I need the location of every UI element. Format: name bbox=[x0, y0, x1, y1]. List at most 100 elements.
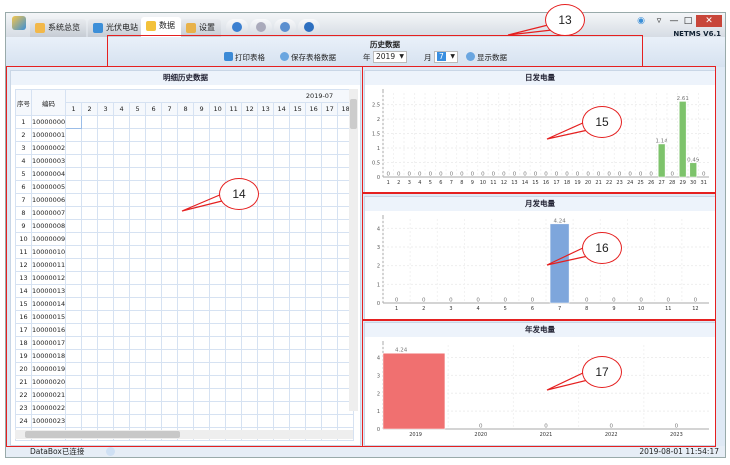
data-cell[interactable] bbox=[145, 388, 163, 402]
data-cell[interactable] bbox=[273, 375, 291, 389]
data-cell[interactable] bbox=[145, 167, 163, 181]
table-row[interactable]: 6 10000005 bbox=[15, 180, 355, 194]
data-cell[interactable] bbox=[129, 115, 147, 129]
data-cell[interactable] bbox=[225, 388, 243, 402]
data-cell[interactable] bbox=[129, 310, 147, 324]
data-cell[interactable] bbox=[81, 245, 99, 259]
data-cell[interactable] bbox=[81, 180, 99, 194]
data-cell[interactable] bbox=[321, 336, 339, 350]
data-cell[interactable] bbox=[193, 362, 211, 376]
data-cell[interactable] bbox=[193, 401, 211, 415]
data-cell[interactable] bbox=[177, 232, 195, 246]
data-cell[interactable] bbox=[177, 375, 195, 389]
data-cell[interactable] bbox=[257, 258, 275, 272]
data-cell[interactable] bbox=[225, 401, 243, 415]
data-cell[interactable] bbox=[193, 297, 211, 311]
data-cell[interactable] bbox=[177, 141, 195, 155]
data-cell[interactable] bbox=[209, 206, 227, 220]
data-cell[interactable] bbox=[273, 362, 291, 376]
data-cell[interactable] bbox=[209, 219, 227, 233]
data-cell[interactable] bbox=[177, 154, 195, 168]
table-row[interactable]: 8 10000007 bbox=[15, 206, 355, 220]
data-cell[interactable] bbox=[65, 388, 83, 402]
data-cell[interactable] bbox=[177, 297, 195, 311]
data-cell[interactable] bbox=[257, 336, 275, 350]
data-cell[interactable] bbox=[289, 271, 307, 285]
data-cell[interactable] bbox=[225, 232, 243, 246]
data-cell[interactable] bbox=[225, 414, 243, 428]
data-cell[interactable] bbox=[113, 245, 131, 259]
data-cell[interactable] bbox=[273, 245, 291, 259]
data-cell[interactable] bbox=[161, 128, 179, 142]
data-cell[interactable] bbox=[257, 232, 275, 246]
data-cell[interactable] bbox=[113, 193, 131, 207]
data-cell[interactable] bbox=[305, 284, 323, 298]
data-cell[interactable] bbox=[65, 206, 83, 220]
data-cell[interactable] bbox=[161, 206, 179, 220]
data-cell[interactable] bbox=[321, 193, 339, 207]
data-cell[interactable] bbox=[225, 297, 243, 311]
data-cell[interactable] bbox=[257, 388, 275, 402]
data-cell[interactable] bbox=[81, 310, 99, 324]
data-cell[interactable] bbox=[193, 141, 211, 155]
data-cell[interactable] bbox=[225, 154, 243, 168]
data-cell[interactable] bbox=[113, 349, 131, 363]
data-cell[interactable] bbox=[113, 336, 131, 350]
data-cell[interactable] bbox=[273, 271, 291, 285]
data-cell[interactable] bbox=[305, 128, 323, 142]
data-cell[interactable] bbox=[129, 414, 147, 428]
data-cell[interactable] bbox=[161, 297, 179, 311]
table-row[interactable]: 7 10000006 bbox=[15, 193, 355, 207]
data-cell[interactable] bbox=[193, 180, 211, 194]
data-cell[interactable] bbox=[81, 375, 99, 389]
data-cell[interactable] bbox=[113, 362, 131, 376]
data-cell[interactable] bbox=[177, 414, 195, 428]
data-cell[interactable] bbox=[209, 297, 227, 311]
table-row[interactable]: 18 10000017 bbox=[15, 336, 355, 350]
data-cell[interactable] bbox=[97, 310, 115, 324]
data-cell[interactable] bbox=[257, 115, 275, 129]
data-cell[interactable] bbox=[257, 219, 275, 233]
data-cell[interactable] bbox=[289, 167, 307, 181]
data-cell[interactable] bbox=[65, 310, 83, 324]
data-cell[interactable] bbox=[241, 362, 259, 376]
data-cell[interactable] bbox=[81, 219, 99, 233]
close-button[interactable]: ✕ bbox=[696, 15, 722, 27]
data-cell[interactable] bbox=[113, 128, 131, 142]
data-cell[interactable] bbox=[209, 232, 227, 246]
table-row[interactable]: 1 10000000 bbox=[15, 115, 355, 129]
data-cell[interactable] bbox=[305, 115, 323, 129]
data-cell[interactable] bbox=[129, 219, 147, 233]
data-cell[interactable] bbox=[97, 375, 115, 389]
data-cell[interactable] bbox=[145, 323, 163, 337]
data-cell[interactable] bbox=[81, 232, 99, 246]
table-row[interactable]: 4 10000003 bbox=[15, 154, 355, 168]
data-cell[interactable] bbox=[273, 323, 291, 337]
data-cell[interactable] bbox=[289, 388, 307, 402]
data-cell[interactable] bbox=[145, 310, 163, 324]
data-cell[interactable] bbox=[321, 401, 339, 415]
data-cell[interactable] bbox=[321, 284, 339, 298]
data-cell[interactable] bbox=[225, 362, 243, 376]
data-cell[interactable] bbox=[305, 167, 323, 181]
data-cell[interactable] bbox=[193, 193, 211, 207]
data-cell[interactable] bbox=[97, 388, 115, 402]
scroll-thumb[interactable] bbox=[350, 99, 357, 129]
data-cell[interactable] bbox=[305, 180, 323, 194]
data-cell[interactable] bbox=[129, 232, 147, 246]
tab-pv-station[interactable]: 光伏电站 bbox=[88, 19, 144, 37]
data-cell[interactable] bbox=[97, 180, 115, 194]
data-cell[interactable] bbox=[321, 310, 339, 324]
data-cell[interactable] bbox=[241, 115, 259, 129]
data-cell[interactable] bbox=[321, 180, 339, 194]
data-cell[interactable] bbox=[273, 388, 291, 402]
data-cell[interactable] bbox=[193, 167, 211, 181]
data-cell[interactable] bbox=[97, 258, 115, 272]
data-cell[interactable] bbox=[225, 245, 243, 259]
data-cell[interactable] bbox=[129, 271, 147, 285]
data-cell[interactable] bbox=[289, 401, 307, 415]
data-cell[interactable] bbox=[113, 180, 131, 194]
data-cell[interactable] bbox=[225, 271, 243, 285]
data-cell[interactable] bbox=[145, 219, 163, 233]
show-data-button[interactable]: 显示数据 bbox=[466, 52, 507, 63]
